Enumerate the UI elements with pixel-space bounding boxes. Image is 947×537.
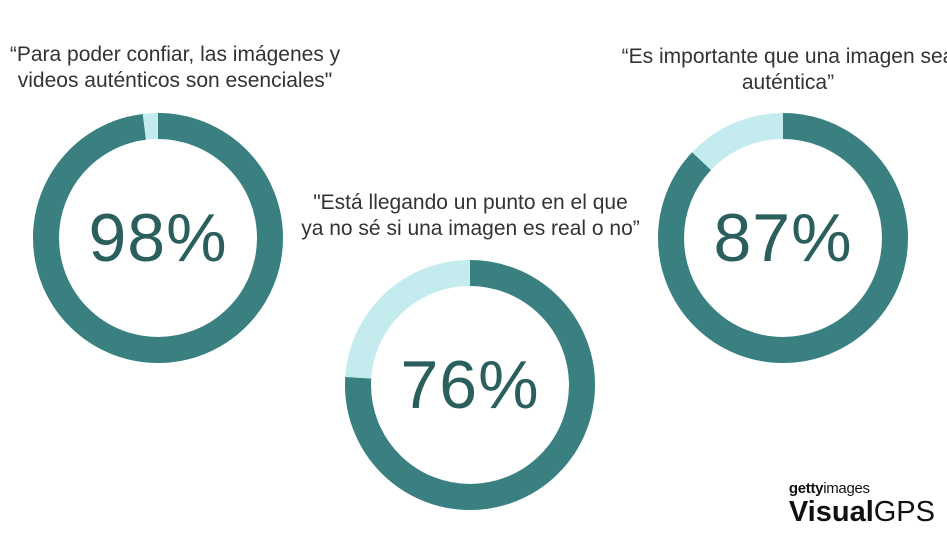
logo-product-light: GPS (873, 496, 935, 528)
chart-1-donut-svg (33, 113, 283, 363)
chart-2-value-segment (345, 260, 595, 510)
chart-1-donut: 98% (33, 113, 283, 363)
chart-2-quote-line-2: ya no sé si una imagen es real o no” (301, 217, 640, 240)
chart-3-value-segment (658, 113, 908, 363)
chart-1-percent-label: 98% (88, 200, 228, 276)
chart-3-quote-line-2: auténtica” (741, 71, 835, 94)
chart-2-quote-line-1: "Está llegando un punto en el que (313, 191, 628, 214)
chart-3-percent-label: 87% (713, 200, 853, 276)
logo-brand: gettyimages (789, 480, 935, 497)
chart-3-donut: 87% (658, 113, 908, 363)
logo-product: VisualGPS (789, 497, 935, 527)
logo-brand-bold: getty (788, 480, 824, 497)
chart-2-donut-svg (345, 260, 595, 510)
chart-2-percent-label: 76% (400, 347, 540, 423)
chart-1-quote-line-2: videos auténticos son esenciales" (17, 69, 333, 92)
chart-3-donut-svg (658, 113, 908, 363)
logo-brand-light: images (823, 480, 870, 497)
chart-1-value-segment (33, 113, 283, 363)
chart-3-quote: “Es importante que una imagen sea autént… (618, 44, 947, 96)
chart-3-quote-line-1: “Es importante que una imagen sea (621, 45, 947, 68)
chart-2-donut: 76% (345, 260, 595, 510)
gettyimages-visualgps-logo: gettyimages VisualGPS (789, 480, 935, 527)
chart-2-quote: "Está llegando un punto en el que ya no … (293, 190, 648, 242)
chart-1-quote-line-1: “Para poder confiar, las imágenes y (9, 43, 341, 66)
logo-product-bold: Visual (788, 496, 874, 528)
chart-1-quote: “Para poder confiar, las imágenes y vide… (0, 42, 350, 94)
